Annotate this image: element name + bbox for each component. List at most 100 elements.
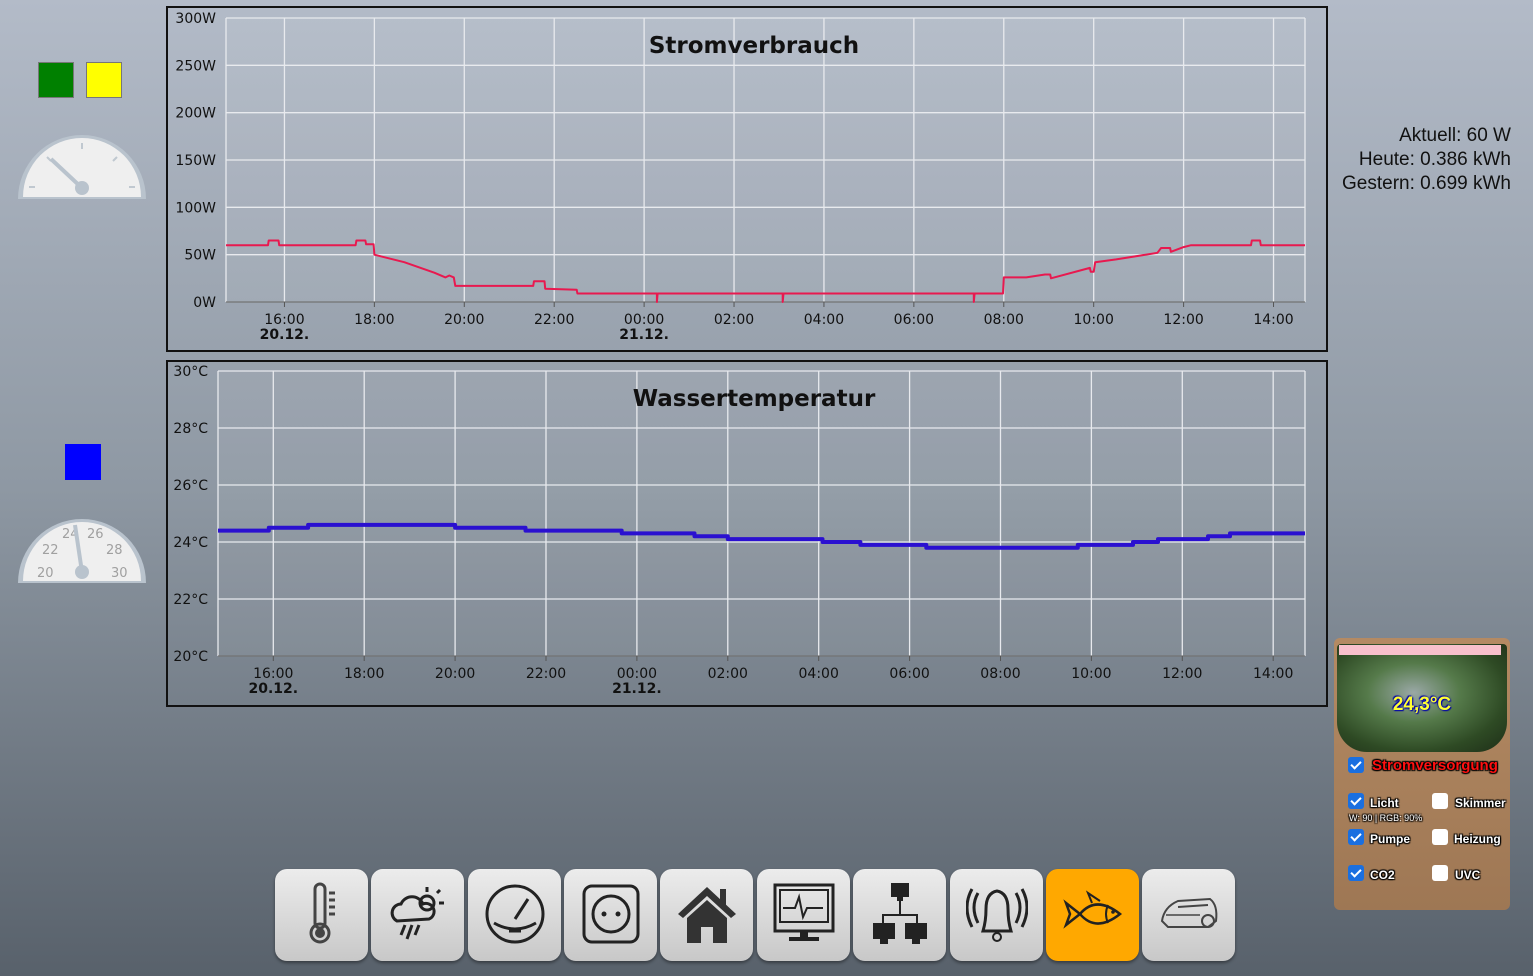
heater-checkbox[interactable] — [1432, 829, 1448, 845]
aquarium-light-bar — [1339, 645, 1501, 655]
nav-socket-button[interactable] — [564, 869, 657, 961]
uvc-checkbox[interactable] — [1432, 865, 1448, 881]
status-indicator-green — [38, 62, 74, 98]
x-tick-label: 12:00 — [1162, 666, 1202, 682]
x-tick-label: 08:00 — [980, 666, 1020, 682]
power-supply-label: Stromversorgung — [1372, 757, 1498, 774]
x-tick-label: 04:00 — [799, 666, 839, 682]
x-tick-label: 20:00 — [444, 312, 484, 328]
x-tick-label: 18:00 — [354, 312, 394, 328]
gauge-icon — [485, 884, 545, 944]
svg-text:22: 22 — [42, 543, 59, 558]
energy-yesterday: Gestern: 0.699 kWh — [1342, 173, 1511, 194]
svg-text:28: 28 — [106, 543, 123, 558]
x-tick-label: 14:00 — [1253, 666, 1293, 682]
svg-text:20: 20 — [37, 566, 54, 581]
light-checkbox[interactable] — [1348, 793, 1364, 809]
weather-icon — [390, 887, 444, 940]
svg-text:30: 30 — [111, 566, 128, 581]
x-tick-label: 10:00 — [1071, 666, 1111, 682]
x-tick-label: 22:00 — [534, 312, 574, 328]
x-tick-label: 06:00 — [889, 666, 929, 682]
aquarium-temperature: 24,3°C — [1392, 694, 1452, 715]
y-tick-label: 24°C — [173, 535, 208, 551]
nav-mower-button[interactable] — [1142, 869, 1235, 961]
light-label: Licht — [1370, 796, 1399, 810]
nav-temperature-button[interactable] — [275, 869, 368, 961]
series-line — [226, 239, 1305, 303]
x-tick-date: 20.12. — [260, 327, 310, 343]
chart-title: Stromverbrauch — [649, 33, 859, 59]
x-tick-date: 21.12. — [612, 681, 662, 697]
power-supply-checkbox[interactable] — [1348, 757, 1364, 773]
robot-mower-icon — [1160, 897, 1218, 928]
x-tick-label: 18:00 — [344, 666, 384, 682]
thermometer-icon — [309, 882, 335, 944]
nav-aquarium-button[interactable] — [1046, 869, 1139, 961]
chart-title: Wassertemperatur — [633, 386, 876, 412]
energy-today: Heute: 0.386 kWh — [1358, 149, 1511, 170]
nav-weather-button[interactable] — [371, 869, 464, 961]
aquarium-image — [1337, 644, 1507, 752]
x-tick-label: 06:00 — [894, 312, 934, 328]
series-line — [218, 522, 1305, 550]
y-tick-label: 28°C — [173, 421, 208, 437]
pump-label: Pumpe — [1370, 832, 1411, 846]
network-icon — [873, 883, 927, 944]
x-tick-label: 16:00 — [264, 312, 304, 328]
plot-area — [218, 371, 1305, 656]
fish-icon — [1063, 890, 1123, 929]
x-tick-date: 21.12. — [619, 327, 669, 343]
current-power: Aktuell: 60 W — [1399, 125, 1511, 146]
x-tick-label: 02:00 — [708, 666, 748, 682]
y-tick-label: 26°C — [173, 478, 208, 494]
y-tick-label: 250W — [175, 58, 216, 74]
x-tick-label: 12:00 — [1163, 312, 1203, 328]
y-tick-label: 200W — [175, 106, 216, 122]
pump-checkbox[interactable] — [1348, 829, 1364, 845]
nav-home-button[interactable] — [660, 869, 753, 961]
x-tick-label: 10:00 — [1074, 312, 1114, 328]
status-indicator-yellow — [86, 62, 122, 98]
x-tick-label: 20:00 — [435, 666, 475, 682]
nav-monitor-button[interactable] — [757, 869, 850, 961]
x-tick-label: 02:00 — [714, 312, 754, 328]
y-tick-label: 22°C — [173, 592, 208, 608]
svg-text:26: 26 — [87, 527, 104, 542]
heater-label: Heizung — [1454, 832, 1501, 846]
nav-gauge-button[interactable] — [468, 869, 561, 961]
uvc-label: UVC — [1455, 868, 1481, 882]
x-tick-label: 22:00 — [526, 666, 566, 682]
x-tick-label: 00:00 — [624, 312, 664, 328]
x-tick-label: 08:00 — [984, 312, 1024, 328]
y-tick-label: 30°C — [173, 364, 208, 380]
aquarium-widget: 24,3°C Stromversorgung Licht Skimmer W: … — [1334, 638, 1510, 910]
power-socket-icon — [582, 884, 640, 944]
skimmer-checkbox[interactable] — [1432, 793, 1448, 809]
nav-alarm-button[interactable] — [950, 869, 1043, 961]
light-info: W: 90 | RGB: 90% — [1349, 813, 1423, 823]
x-tick-date: 20.12. — [248, 681, 298, 697]
power-chart-panel: 0W 50W 100W 150W 200W 250W 300W 16:00 20.12. 18:0… — [166, 6, 1328, 352]
power-summary: Aktuell: 60 W Heute: 0.386 kWh Gestern: … — [1342, 124, 1511, 196]
temperature-chart-panel: 20°C 22°C 24°C 26°C 28°C 30°C 16:00 20.12. 18:00… — [166, 360, 1328, 707]
nav-network-button[interactable] — [853, 869, 946, 961]
status-indicator-blue — [65, 444, 101, 480]
alarm-bell-icon — [966, 888, 1028, 942]
y-tick-label: 150W — [175, 153, 216, 169]
y-tick-label: 100W — [175, 200, 216, 216]
y-tick-label: 300W — [175, 11, 216, 27]
skimmer-label: Skimmer — [1455, 796, 1506, 810]
power-gauge — [18, 135, 146, 199]
x-tick-label: 00:00 — [617, 666, 657, 682]
home-icon — [678, 887, 736, 943]
co2-checkbox[interactable] — [1348, 865, 1364, 881]
x-tick-label: 16:00 — [253, 666, 293, 682]
y-tick-label: 20°C — [173, 649, 208, 665]
co2-label: CO2 — [1370, 868, 1395, 882]
y-tick-label: 50W — [184, 248, 216, 264]
x-tick-label: 14:00 — [1253, 312, 1293, 328]
